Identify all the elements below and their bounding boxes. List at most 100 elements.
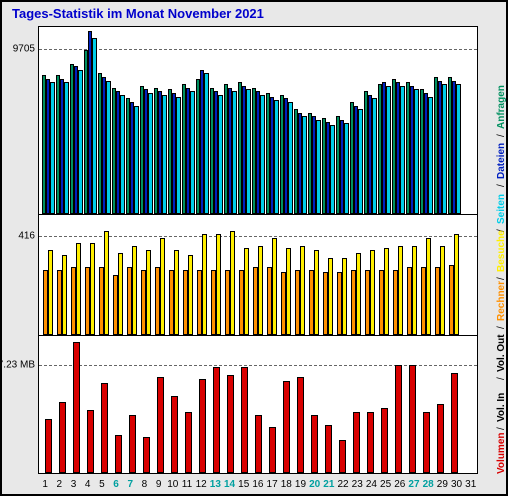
day-group (83, 214, 97, 334)
bar (384, 248, 389, 335)
day-group (237, 335, 251, 473)
bar (440, 246, 445, 335)
bar (300, 246, 305, 335)
bar (59, 402, 66, 473)
x-tick: 3 (66, 479, 80, 490)
bar (372, 98, 377, 214)
bar (62, 255, 67, 334)
day-group (167, 27, 181, 214)
panel-volumen: 57.23 MB (39, 335, 477, 473)
day-group (405, 214, 419, 334)
legend-item: Volumen (496, 433, 507, 474)
bars-container (39, 214, 477, 334)
x-tick: 22 (336, 479, 350, 490)
day-group (195, 214, 209, 334)
day-group (391, 27, 405, 214)
day-group (433, 335, 447, 473)
day-group (69, 335, 83, 473)
day-group (461, 27, 475, 214)
bar (120, 95, 125, 215)
bar (45, 419, 52, 473)
bar (160, 238, 165, 334)
day-group (377, 214, 391, 334)
day-group (41, 27, 55, 214)
day-group (293, 214, 307, 334)
bar (328, 258, 333, 335)
day-group (55, 335, 69, 473)
bar (204, 73, 209, 214)
bar (297, 377, 304, 473)
bar (353, 412, 360, 473)
day-group (377, 335, 391, 473)
bar (398, 246, 403, 335)
bars-container (39, 335, 477, 473)
day-group (181, 214, 195, 334)
day-group (461, 335, 475, 473)
bar (50, 82, 55, 214)
chart-title: Tages-Statistik im Monat November 2021 (12, 6, 264, 21)
day-group (251, 214, 265, 334)
day-group (335, 214, 349, 334)
bar (258, 246, 263, 335)
y-axis-label: 416 (18, 230, 39, 241)
bar (395, 365, 402, 473)
x-tick: 15 (237, 479, 251, 490)
x-tick: 20 (308, 479, 322, 490)
day-group (447, 335, 461, 473)
bar (190, 91, 195, 214)
day-group (279, 335, 293, 473)
day-group (209, 335, 223, 473)
day-group (223, 27, 237, 214)
legend-separator: / (496, 184, 507, 187)
bar (358, 109, 363, 214)
bar (311, 415, 318, 473)
bar (325, 425, 332, 473)
stats-chart-frame: Tages-Statistik im Monat November 2021 9… (0, 0, 508, 496)
day-group (307, 335, 321, 473)
x-tick: 10 (166, 479, 180, 490)
bar (286, 248, 291, 335)
bar (218, 95, 223, 215)
day-group (209, 27, 223, 214)
x-tick: 4 (81, 479, 95, 490)
bar (101, 383, 108, 473)
bar (129, 415, 136, 473)
day-group (293, 27, 307, 214)
panel-rechner: 416 (39, 214, 477, 335)
legend-item: Anfragen (496, 85, 507, 129)
day-group (125, 335, 139, 473)
legend-item: Dateien (496, 143, 507, 179)
x-tick: 14 (222, 479, 236, 490)
day-group (391, 335, 405, 473)
panel-anfragen: 9705 (39, 27, 477, 215)
bar (414, 89, 419, 214)
bar (143, 437, 150, 473)
day-group (97, 214, 111, 334)
bar (342, 258, 347, 335)
day-group (377, 27, 391, 214)
day-group (111, 214, 125, 334)
legend-item: Besuche (496, 230, 507, 272)
bar (370, 250, 375, 334)
day-group (153, 214, 167, 334)
bar (132, 246, 137, 335)
right-legend: Anfragen/Dateien/Seiten/Besuche/Rechner/… (482, 26, 500, 474)
legend-separator: / (496, 134, 507, 137)
x-tick: 13 (208, 479, 222, 490)
x-tick: 11 (180, 479, 194, 490)
bar (456, 84, 461, 214)
bar (330, 125, 335, 214)
bar (451, 373, 458, 473)
bar (428, 97, 433, 215)
day-group (209, 214, 223, 334)
bar (288, 102, 293, 214)
bar (87, 410, 94, 473)
x-tick: 30 (449, 479, 463, 490)
bar (146, 250, 151, 334)
bar (73, 342, 80, 473)
bar (423, 412, 430, 473)
day-group (167, 335, 181, 473)
day-group (391, 214, 405, 334)
bar (246, 89, 251, 214)
x-tick: 18 (279, 479, 293, 490)
